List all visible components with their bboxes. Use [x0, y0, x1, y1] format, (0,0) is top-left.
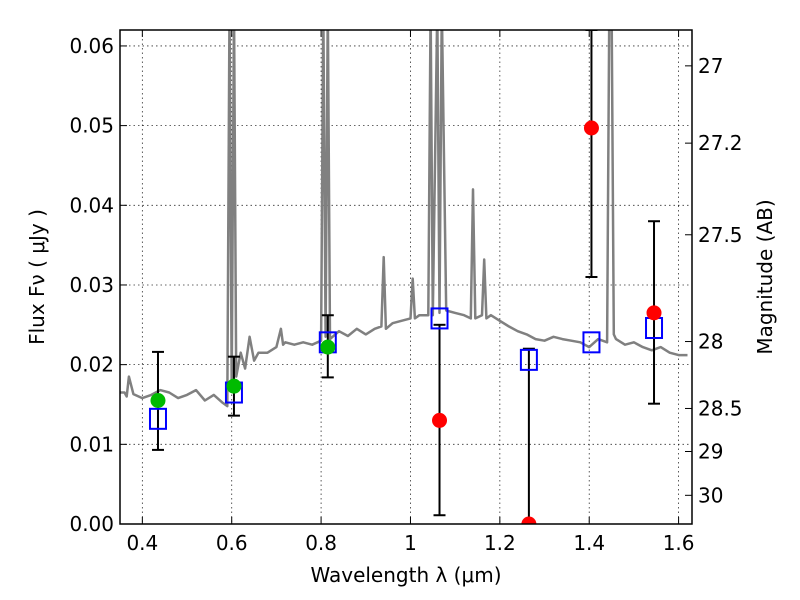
- y-tick-label: 0.06: [69, 34, 114, 58]
- model-flux-box: [430, 307, 449, 330]
- y2-tick-label: 27.5: [698, 223, 743, 247]
- detection-point: [320, 339, 336, 355]
- y-tick-label: 0.02: [69, 353, 114, 377]
- x-tick-label: 0.6: [216, 531, 248, 555]
- x-tick-label: 0.8: [305, 531, 337, 555]
- model-flux-box: [148, 407, 167, 430]
- y-axis-label: Flux Fν ( μJy ): [25, 209, 49, 345]
- model-flux-box: [582, 331, 601, 354]
- x-tick-label: 1.2: [484, 531, 516, 555]
- y-tick-label: 0.00: [69, 512, 114, 536]
- grid-lines: [120, 30, 692, 525]
- plot-frame: [119, 29, 693, 525]
- detection-point: [226, 378, 242, 394]
- y2-tick-label: 27: [698, 54, 723, 78]
- y-tick-label: 0.01: [69, 432, 114, 456]
- y2-tick-label: 28: [698, 330, 723, 354]
- non-detection-point: [521, 516, 537, 524]
- detection-point: [150, 393, 166, 408]
- chart-series: [120, 30, 688, 524]
- x-tick-label: 0.4: [126, 531, 158, 555]
- spectrum-line: [120, 30, 688, 408]
- x-tick-label: 1: [404, 531, 417, 555]
- non-detection-point: [432, 412, 448, 428]
- x-tick-label: 1.4: [573, 531, 605, 555]
- y2-tick-label: 30: [698, 483, 723, 507]
- model-flux-box: [519, 348, 538, 371]
- x-axis-label: Wavelength λ (μm): [310, 563, 501, 587]
- x-tick-label: 1.6: [663, 531, 695, 555]
- y-tick-label: 0.04: [69, 193, 114, 217]
- axis-ticks: 0.4 0.6 0.8 1 1.2 1.4 1.6 0.00 0.01 0.02 0.03 0.04 0…: [69, 30, 743, 555]
- non-detection-point: [646, 305, 662, 321]
- y-tick-label: 0.03: [69, 273, 114, 297]
- y2-tick-label: 28.5: [698, 396, 743, 420]
- non-detection-point: [583, 120, 599, 136]
- y2-tick-label: 27.2: [698, 131, 743, 155]
- right-y-axis-label: Magnitude (AB): [753, 199, 777, 354]
- y-tick-label: 0.05: [69, 114, 114, 138]
- y2-tick-label: 29: [698, 439, 723, 463]
